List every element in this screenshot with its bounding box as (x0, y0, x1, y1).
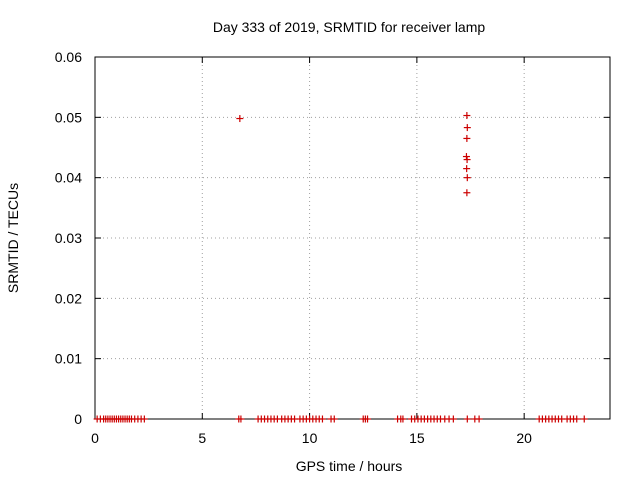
y-axis-label: SRMTID / TECUs (5, 183, 21, 293)
data-point (580, 415, 588, 423)
data-point (462, 153, 470, 161)
y-tick-label: 0.06 (55, 49, 82, 65)
data-point (463, 165, 471, 173)
x-tick-label: 5 (198, 430, 206, 446)
y-tick-label: 0.02 (55, 290, 82, 306)
data-point (318, 415, 326, 423)
data-point (463, 156, 471, 164)
data-points (93, 112, 588, 423)
data-point (463, 174, 471, 182)
data-point (237, 415, 245, 423)
data-point (463, 124, 471, 132)
data-point (236, 115, 244, 123)
data-point (330, 415, 338, 423)
x-tick-label: 10 (302, 430, 318, 446)
data-point (463, 189, 471, 197)
data-point (475, 415, 483, 423)
y-tick-label: 0.04 (55, 170, 82, 186)
y-tick-label: 0 (74, 411, 82, 427)
chart-title: Day 333 of 2019, SRMTID for receiver lam… (213, 19, 486, 35)
data-point (463, 415, 471, 423)
data-point (399, 415, 407, 423)
x-axis-label: GPS time / hours (296, 458, 403, 474)
data-point (140, 415, 148, 423)
x-tick-label: 15 (409, 430, 425, 446)
data-point (463, 112, 471, 120)
x-tick-label: 20 (516, 430, 532, 446)
plot-frame (94, 56, 611, 420)
y-tick-label: 0.05 (55, 109, 82, 125)
data-point (463, 134, 471, 142)
y-tick-label: 0.03 (55, 230, 82, 246)
data-point (573, 415, 581, 423)
data-point (364, 415, 372, 423)
axis-ticks: 0 5 10 15 20 0 0.01 0.02 0.03 0.04 0.05 0.06 (55, 49, 610, 446)
y-tick-label: 0.01 (55, 351, 82, 367)
grid-lines (95, 57, 610, 419)
x-tick-label: 0 (91, 430, 99, 446)
data-point (449, 415, 457, 423)
